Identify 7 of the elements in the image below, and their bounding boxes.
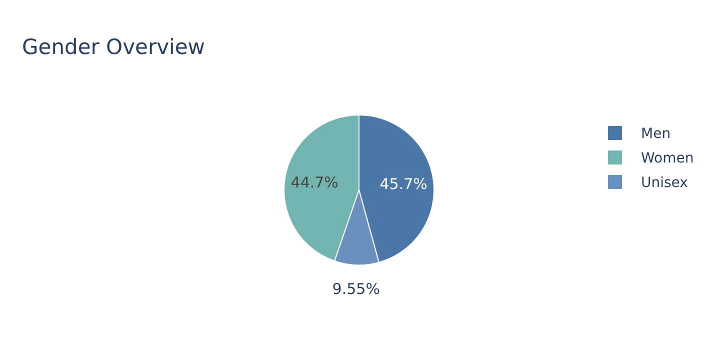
data-label: 9.55% [332,280,380,298]
legend-label: Unisex [641,175,688,191]
data-label: 45.7% [380,174,428,193]
data-label: 44.7% [290,174,338,192]
text: Gender Overview [22,35,205,59]
legend-label: Men [641,126,671,142]
legend-label: Women [641,150,694,166]
